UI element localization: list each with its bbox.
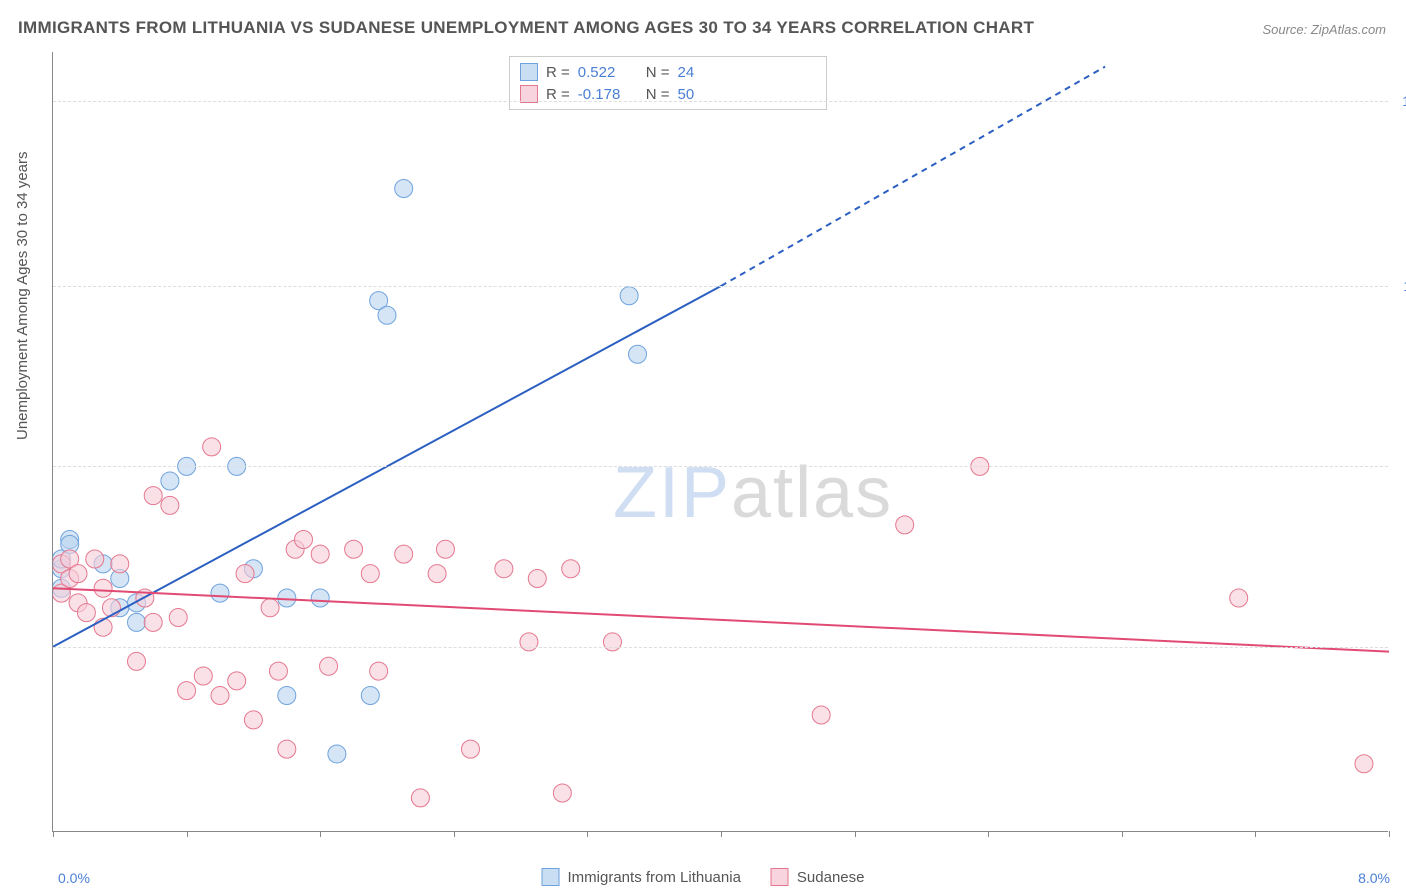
data-point bbox=[111, 555, 129, 573]
legend-swatch bbox=[520, 63, 538, 81]
data-point bbox=[629, 345, 647, 363]
data-point bbox=[244, 711, 262, 729]
x-tick bbox=[855, 831, 856, 837]
legend-series-label: Immigrants from Lithuania bbox=[568, 869, 741, 886]
correlation-legend: R =0.522N =24R =-0.178N =50 bbox=[509, 56, 827, 110]
data-point bbox=[144, 613, 162, 631]
y-tick-label: 15.0% bbox=[1402, 93, 1406, 109]
data-point bbox=[161, 472, 179, 490]
trend-line bbox=[53, 588, 1389, 651]
chart-svg bbox=[53, 52, 1389, 832]
data-point bbox=[320, 657, 338, 675]
data-point bbox=[269, 662, 287, 680]
x-tick bbox=[1389, 831, 1390, 837]
data-point bbox=[553, 784, 571, 802]
data-point bbox=[311, 545, 329, 563]
data-point bbox=[520, 633, 538, 651]
data-point bbox=[228, 672, 246, 690]
legend-r-label: R = bbox=[546, 64, 570, 81]
gridline bbox=[53, 101, 1388, 102]
legend-row: R = 0.522 N = 24 bbox=[520, 61, 816, 83]
data-point bbox=[211, 584, 229, 602]
data-point bbox=[278, 589, 296, 607]
data-point bbox=[278, 687, 296, 705]
data-point bbox=[311, 589, 329, 607]
data-point bbox=[411, 789, 429, 807]
data-point bbox=[178, 682, 196, 700]
data-point bbox=[395, 180, 413, 198]
data-point bbox=[428, 565, 446, 583]
x-tick bbox=[454, 831, 455, 837]
data-point bbox=[1355, 755, 1373, 773]
data-point bbox=[94, 579, 112, 597]
x-tick bbox=[988, 831, 989, 837]
data-point bbox=[436, 540, 454, 558]
legend-r-value: 0.522 bbox=[578, 64, 638, 81]
bottom-legend-item: Immigrants from Lithuania bbox=[542, 868, 741, 886]
x-axis-max-label: 8.0% bbox=[1358, 870, 1390, 886]
data-point bbox=[345, 540, 363, 558]
data-point bbox=[361, 687, 379, 705]
data-point bbox=[620, 287, 638, 305]
data-point bbox=[395, 545, 413, 563]
data-point bbox=[295, 531, 313, 549]
data-point bbox=[169, 609, 187, 627]
series-legend: Immigrants from Lithuania Sudanese bbox=[542, 868, 865, 886]
data-point bbox=[144, 487, 162, 505]
legend-swatch bbox=[771, 868, 789, 886]
data-point bbox=[86, 550, 104, 568]
data-point bbox=[495, 560, 513, 578]
data-point bbox=[896, 516, 914, 534]
y-axis-label: Unemployment Among Ages 30 to 34 years bbox=[14, 151, 31, 440]
data-point bbox=[328, 745, 346, 763]
legend-n-label: N = bbox=[646, 64, 670, 81]
data-point bbox=[378, 306, 396, 324]
data-point bbox=[462, 740, 480, 758]
gridline bbox=[53, 466, 1388, 467]
data-point bbox=[361, 565, 379, 583]
legend-n-value: 24 bbox=[678, 64, 695, 81]
x-tick bbox=[53, 831, 54, 837]
data-point bbox=[562, 560, 580, 578]
legend-swatch bbox=[542, 868, 560, 886]
gridline bbox=[53, 286, 1388, 287]
data-point bbox=[128, 613, 146, 631]
data-point bbox=[69, 565, 87, 583]
x-tick bbox=[1122, 831, 1123, 837]
data-point bbox=[77, 604, 95, 622]
data-point bbox=[211, 687, 229, 705]
data-point bbox=[161, 496, 179, 514]
chart-title: IMMIGRANTS FROM LITHUANIA VS SUDANESE UN… bbox=[18, 18, 1034, 38]
x-tick bbox=[587, 831, 588, 837]
data-point bbox=[94, 618, 112, 636]
data-point bbox=[812, 706, 830, 724]
x-axis-min-label: 0.0% bbox=[58, 870, 90, 886]
data-point bbox=[278, 740, 296, 758]
bottom-legend-item: Sudanese bbox=[771, 868, 865, 886]
data-point bbox=[603, 633, 621, 651]
x-tick bbox=[721, 831, 722, 837]
source-attribution: Source: ZipAtlas.com bbox=[1262, 22, 1386, 37]
data-point bbox=[370, 662, 388, 680]
data-point bbox=[194, 667, 212, 685]
data-point bbox=[528, 570, 546, 588]
plot-area: ZIPatlas R =0.522N =24R =-0.178N =50 3.8… bbox=[52, 52, 1388, 832]
data-point bbox=[203, 438, 221, 456]
data-point bbox=[128, 652, 146, 670]
x-tick bbox=[320, 831, 321, 837]
data-point bbox=[261, 599, 279, 617]
x-tick bbox=[187, 831, 188, 837]
x-tick bbox=[1255, 831, 1256, 837]
legend-series-label: Sudanese bbox=[797, 869, 865, 886]
data-point bbox=[1230, 589, 1248, 607]
gridline bbox=[53, 647, 1388, 648]
data-point bbox=[236, 565, 254, 583]
